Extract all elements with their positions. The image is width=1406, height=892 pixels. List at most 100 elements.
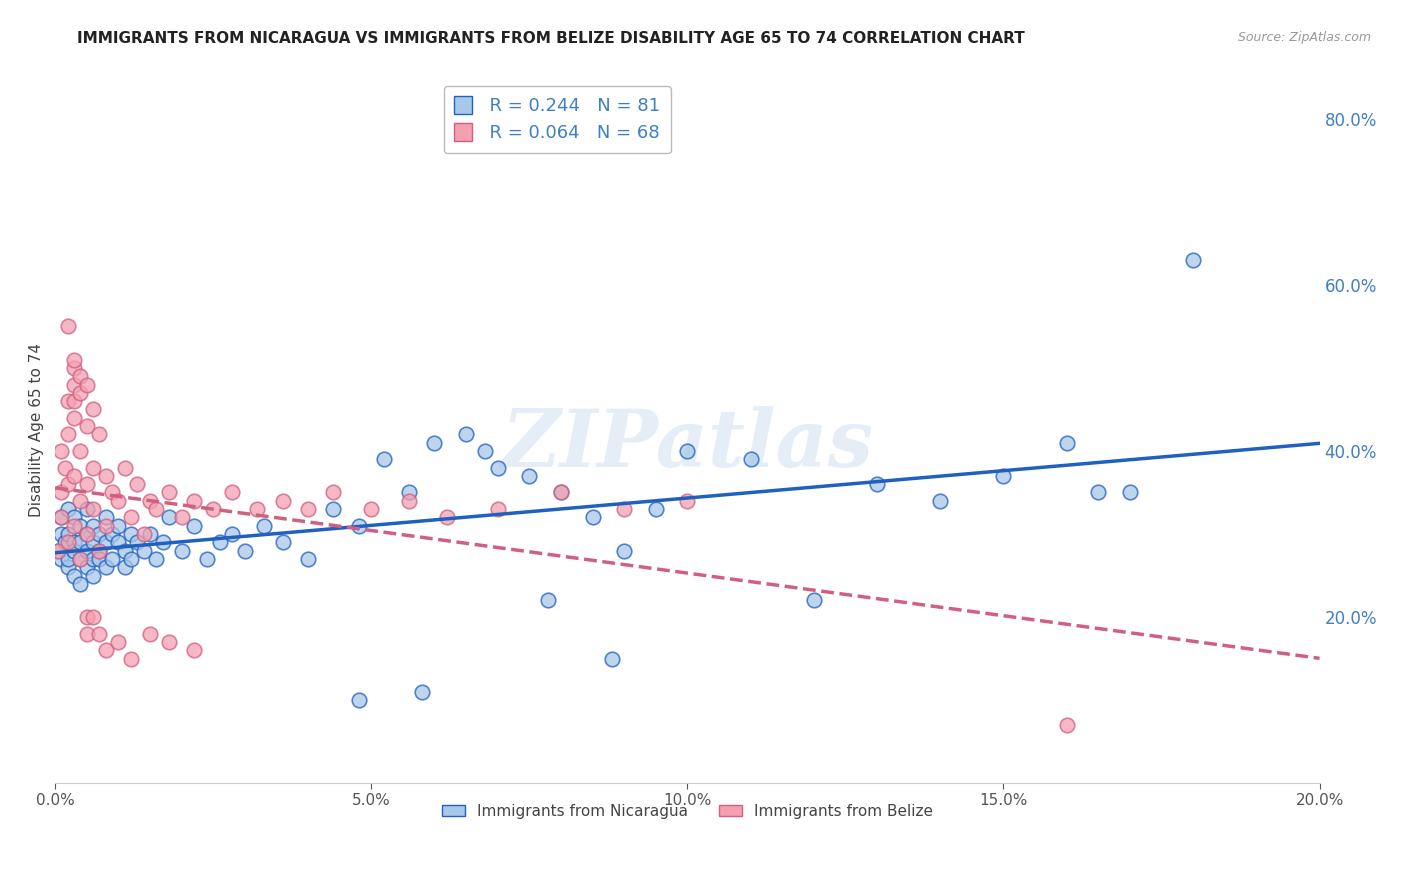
Point [114,560,136,574]
Point [76,527,98,541]
Point [63,410,86,425]
Point [866,477,889,491]
Point [76,560,98,574]
Point [69,493,91,508]
Point [676,493,699,508]
Point [537,593,560,607]
Point [613,502,636,516]
Point [76,543,98,558]
Point [139,493,162,508]
Point [56,502,79,516]
Point [1182,253,1205,268]
Point [63,394,86,409]
Point [517,469,540,483]
Point [51,527,73,541]
Point [53,535,76,549]
Point [107,635,129,649]
Point [101,527,124,541]
Point [360,502,382,516]
Point [581,510,603,524]
Point [157,510,180,524]
Text: Source: ZipAtlas.com: Source: ZipAtlas.com [1237,31,1371,45]
Legend: Immigrants from Nicaragua, Immigrants from Belize: Immigrants from Nicaragua, Immigrants fr… [436,797,939,825]
Point [233,543,256,558]
Point [69,385,91,400]
Point [170,543,193,558]
Point [436,510,458,524]
Point [550,485,572,500]
Point [82,552,104,566]
Point [423,435,446,450]
Point [89,527,111,541]
Point [1056,718,1078,732]
Point [76,527,98,541]
Point [101,552,124,566]
Point [56,527,79,541]
Point [56,477,79,491]
Point [183,518,205,533]
Point [69,535,91,549]
Point [63,361,86,376]
Point [82,460,104,475]
Point [76,377,98,392]
Point [53,460,76,475]
Point [120,552,142,566]
Point [56,535,79,549]
Point [94,535,117,549]
Point [145,552,167,566]
Point [1119,485,1142,500]
Point [56,560,79,574]
Point [56,552,79,566]
Point [127,477,149,491]
Point [51,485,73,500]
Point [76,502,98,516]
Point [69,552,91,566]
Point [246,502,269,516]
Text: IMMIGRANTS FROM NICARAGUA VS IMMIGRANTS FROM BELIZE DISABILITY AGE 65 TO 74 CORR: IMMIGRANTS FROM NICARAGUA VS IMMIGRANTS … [77,31,1025,46]
Point [152,535,174,549]
Point [271,535,294,549]
Point [51,510,73,524]
Point [63,469,86,483]
Point [486,460,509,475]
Point [94,643,117,657]
Point [82,535,104,549]
Point [107,518,129,533]
Point [120,510,142,524]
Point [63,543,86,558]
Point [51,552,73,566]
Point [63,377,86,392]
Point [1056,435,1078,450]
Point [139,626,162,640]
Point [398,485,420,500]
Point [120,527,142,541]
Point [114,543,136,558]
Point [550,485,572,500]
Point [195,552,218,566]
Point [373,452,395,467]
Point [120,651,142,665]
Point [63,510,86,524]
Point [63,535,86,549]
Point [56,319,79,334]
Point [89,543,111,558]
Y-axis label: Disability Age 65 to 74: Disability Age 65 to 74 [30,343,44,517]
Point [613,543,636,558]
Point [76,419,98,434]
Point [94,518,117,533]
Point [127,535,149,549]
Point [297,502,319,516]
Point [63,568,86,582]
Point [170,510,193,524]
Point [157,635,180,649]
Point [82,402,104,417]
Point [803,593,825,607]
Point [76,626,98,640]
Point [132,527,155,541]
Point [1087,485,1109,500]
Point [63,352,86,367]
Point [253,518,276,533]
Point [740,452,762,467]
Point [644,502,666,516]
Point [411,684,433,698]
